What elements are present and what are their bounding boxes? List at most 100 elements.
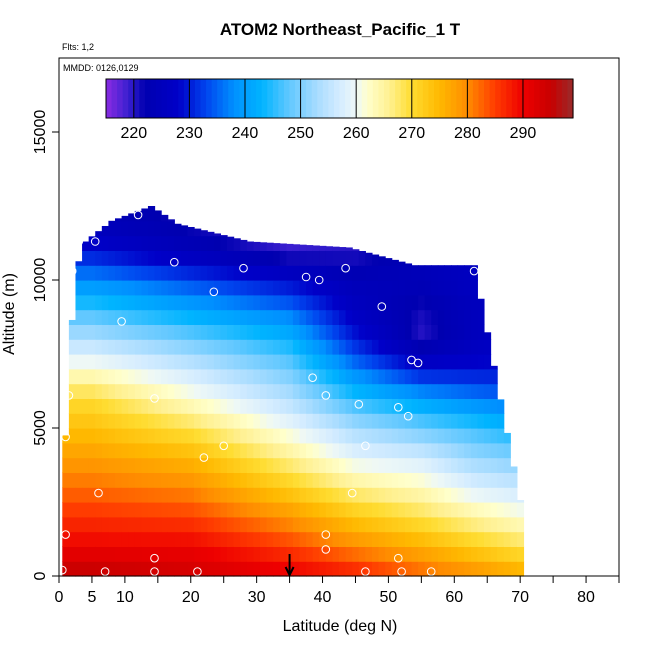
heatmap-cell [220,294,228,311]
heatmap-cell [174,442,182,459]
heatmap-cell [207,516,215,533]
heatmap-cell [108,250,116,266]
heatmap-cell [418,546,426,562]
heatmap-cell [411,339,419,355]
heatmap-cell [273,442,281,459]
heatmap-cell [279,561,287,577]
heatmap-cell [62,516,70,533]
heatmap-cell [286,250,294,266]
heatmap-cell [273,339,281,355]
heatmap-cell [292,354,301,370]
heatmap-cell [352,472,360,488]
heatmap-cell [470,516,478,533]
heatmap-cell [167,457,175,473]
heatmap-cell [431,265,439,281]
heatmap-cell [345,561,353,577]
heatmap-cell [332,516,340,533]
heatmap-cell [259,457,268,473]
heatmap-cell [325,561,334,577]
heatmap-cell [451,265,459,281]
heatmap-cell [292,339,301,355]
heatmap-cell [404,383,413,399]
heatmap-cell [385,502,393,518]
heatmap-cell [299,265,307,281]
heatmap-cell [444,368,452,385]
heatmap-cell [312,457,320,473]
heatmap-cell [503,531,511,547]
heatmap-cell [391,339,399,355]
sample-point [403,411,413,421]
heatmap-cell [312,383,320,399]
heatmap-cell [418,457,426,473]
y-tick-label: 10000 [32,258,49,303]
heatmap-cell [253,265,261,281]
heatmap-cell [457,324,465,340]
heatmap-cell [516,516,525,533]
colorbar-band [550,79,557,118]
heatmap-cell [306,383,314,399]
heatmap-cell [378,457,386,473]
heatmap-cell [457,502,465,518]
heatmap-cell [227,457,235,473]
sample-point [341,263,350,273]
heatmap-cell [457,413,465,429]
heatmap-cell [62,531,70,547]
heatmap-cell [167,398,175,414]
heatmap-cell [457,294,465,311]
heatmap-cell [391,309,399,325]
heatmap-cell [141,561,149,577]
heatmap-cell [483,428,492,444]
heatmap-cell [477,413,485,429]
sample-point [150,394,159,403]
heatmap-cell [365,324,373,340]
x-tick-label: 70 [511,589,529,606]
heatmap-cell [286,516,294,533]
heatmap-cell [319,457,327,473]
heatmap-cell [273,294,281,311]
heatmap-cell [424,354,432,370]
heatmap-cell [121,294,129,311]
colorbar-band [289,79,296,118]
heatmap-cell [391,487,399,503]
heatmap-cell [339,516,347,533]
heatmap-cell [325,354,334,370]
heatmap-cell [161,235,169,251]
heatmap-cell [233,546,241,562]
heatmap-cell [516,561,525,577]
heatmap-cell [141,516,149,533]
heatmap-cell [391,280,399,296]
heatmap-cell [187,235,195,251]
heatmap-cell [187,398,195,414]
heatmap-cell [259,487,268,503]
heatmap-cell [95,487,103,503]
heatmap-cell [187,354,195,370]
heatmap-cell [358,368,366,385]
heatmap-cell [279,472,287,488]
heatmap-cell [141,354,149,370]
heatmap-cell [490,546,498,562]
heatmap-cell [266,250,274,266]
y-tick-label: 0 [32,571,49,580]
heatmap-cell [227,546,235,562]
heatmap-cell [325,442,334,459]
heatmap-cell [477,339,485,355]
heatmap-cell [253,502,261,518]
colorbar-band [467,79,474,118]
heatmap-cell [279,280,287,296]
y-tick-label: 15000 [32,110,49,155]
heatmap-cell [464,561,472,577]
heatmap-cell [240,265,248,281]
heatmap-cell [378,502,386,518]
heatmap-cell [437,413,446,429]
heatmap-cell [147,265,156,281]
heatmap-cell [187,368,195,385]
colorbar-band [489,79,496,118]
heatmap-cell [358,250,366,266]
sample-point [512,420,522,430]
heatmap-cell [88,442,96,459]
colorbar-band [511,79,519,118]
heatmap-cell [115,457,123,473]
heatmap-cell [404,457,413,473]
colorbar-band [239,79,246,118]
heatmap-cell [194,457,202,473]
